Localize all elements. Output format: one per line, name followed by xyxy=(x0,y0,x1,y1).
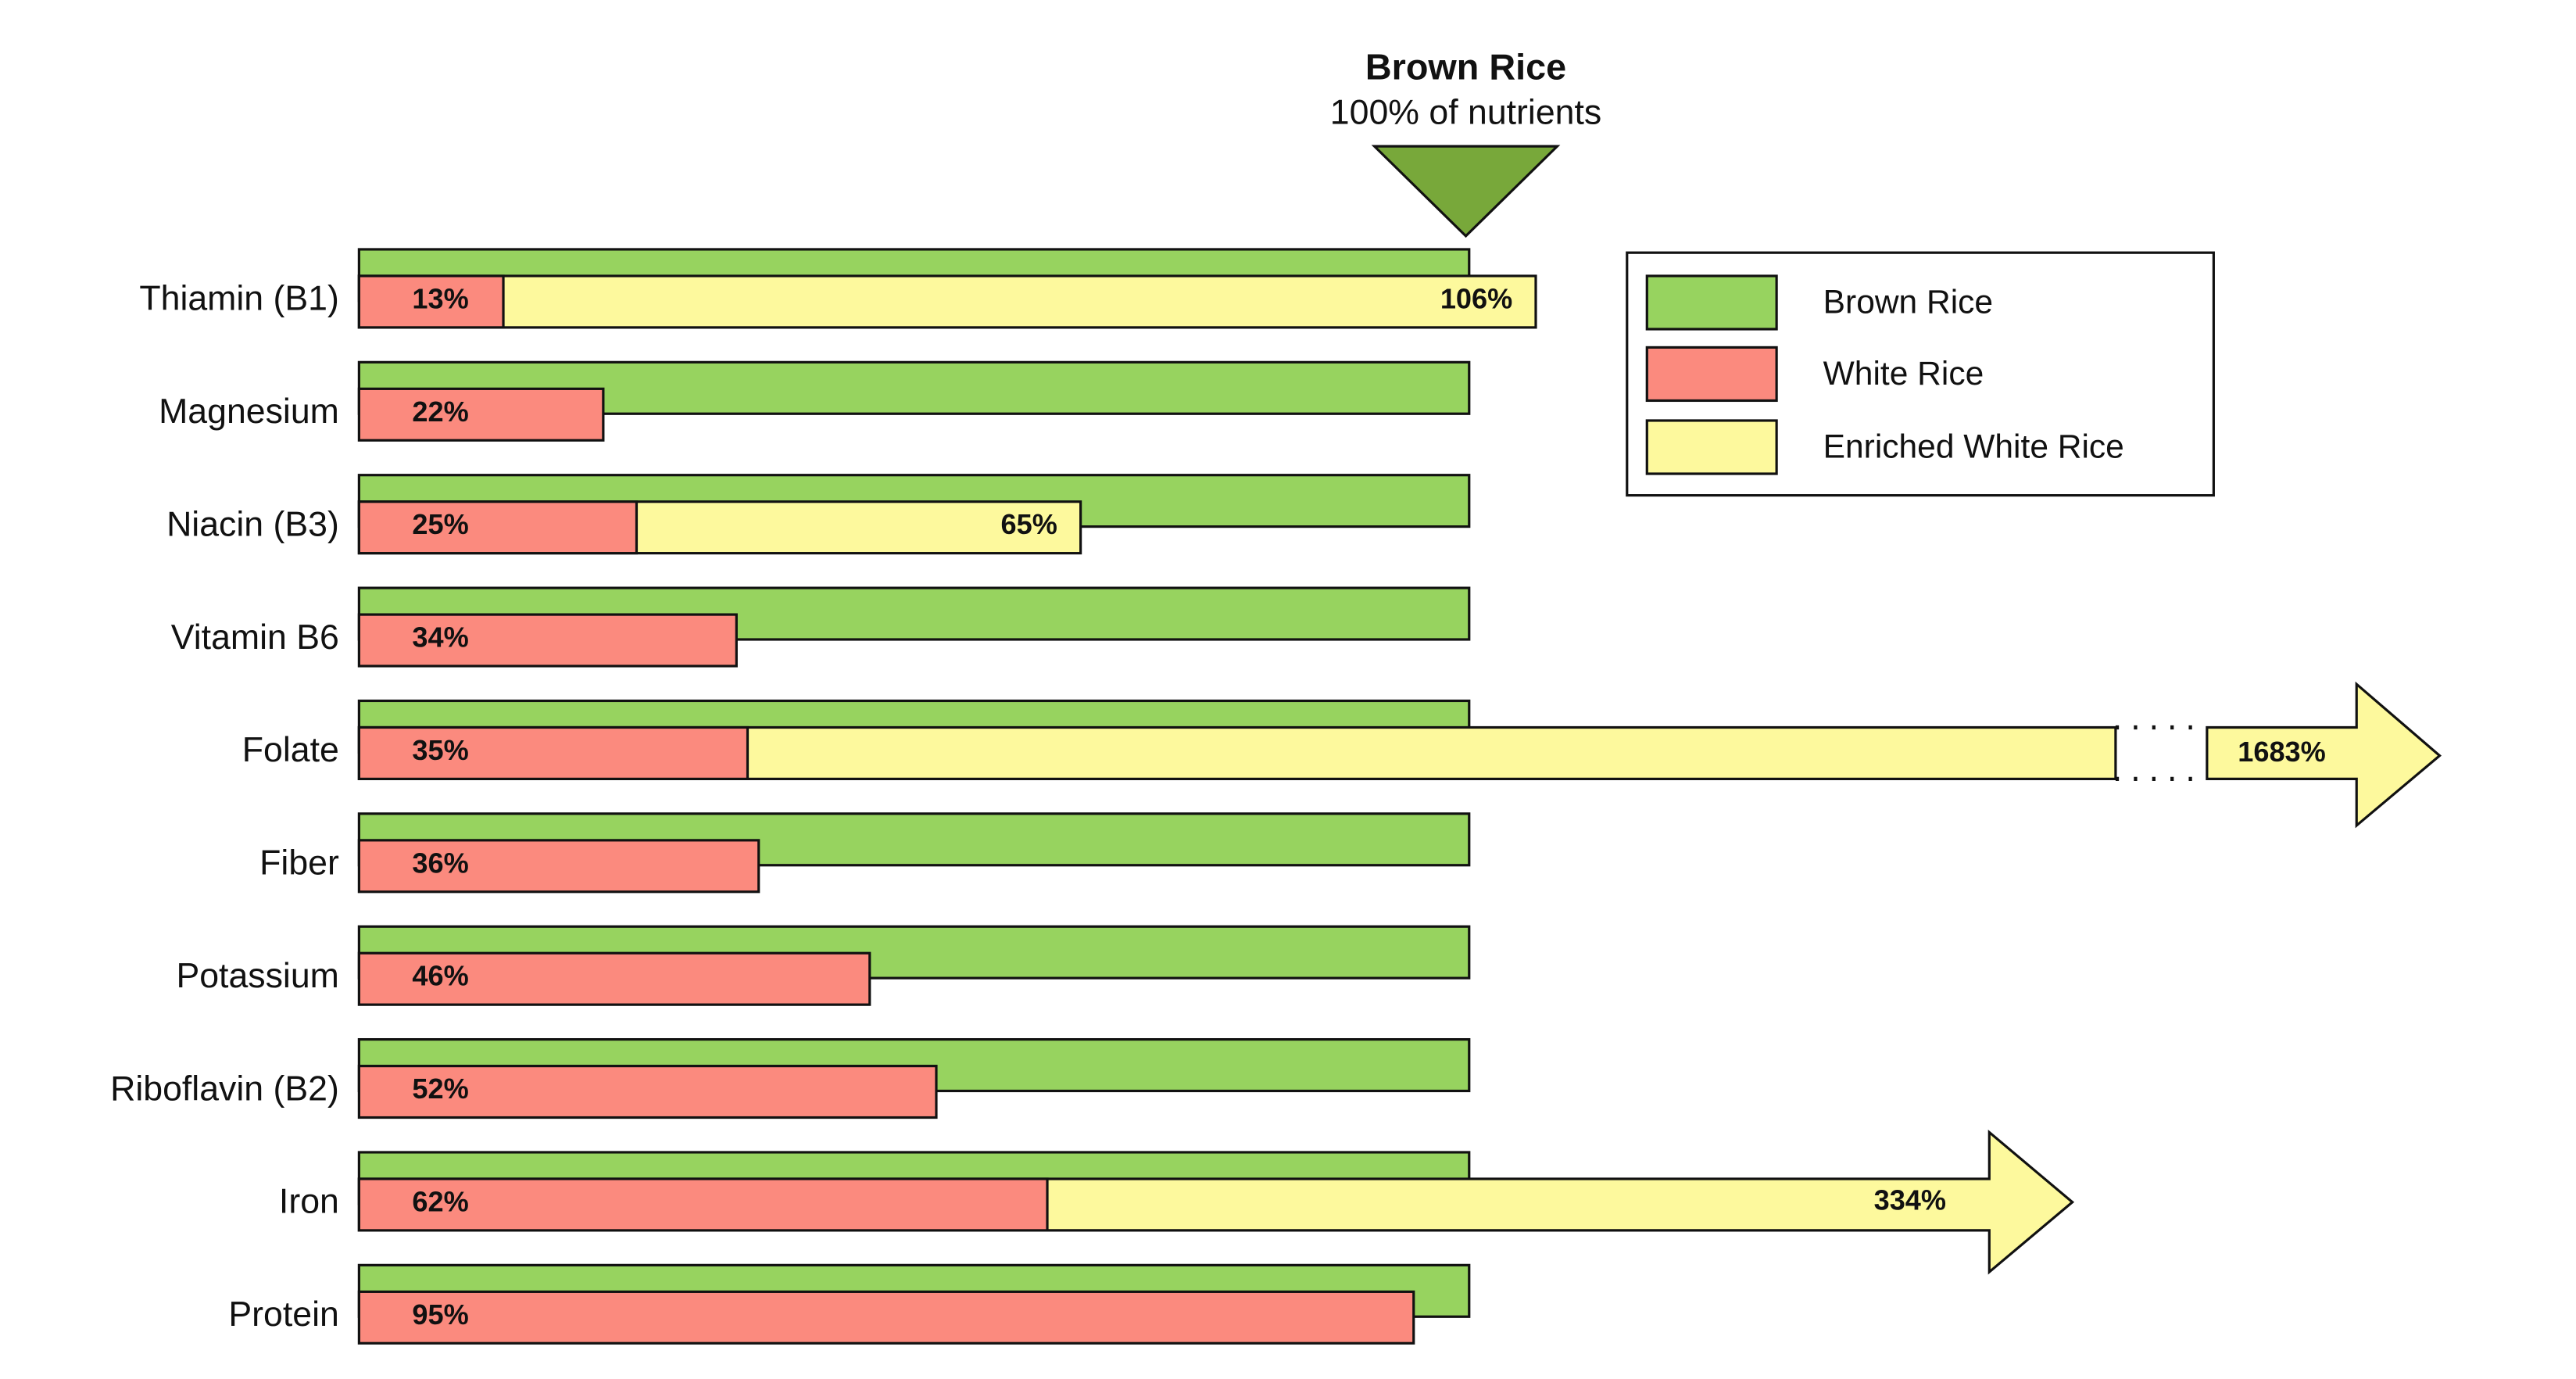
bar xyxy=(357,1177,1049,1232)
value-label: 36% xyxy=(412,847,468,879)
value-label: 1683% xyxy=(2238,736,2326,768)
value-label: 22% xyxy=(412,396,468,428)
category-label: Riboflavin (B2) xyxy=(110,1069,339,1108)
bar xyxy=(357,1290,1415,1345)
value-label: 13% xyxy=(412,282,468,314)
value-label: 52% xyxy=(412,1073,468,1105)
category-label: Fiber xyxy=(259,844,339,883)
bar xyxy=(357,274,505,329)
category-label: Magnesium xyxy=(159,392,339,431)
value-label: 62% xyxy=(412,1185,468,1217)
value-label: 35% xyxy=(412,734,468,766)
value-label: 34% xyxy=(412,621,468,654)
category-label: Folate xyxy=(242,731,339,769)
legend-swatch xyxy=(1645,274,1778,331)
value-label: 334% xyxy=(1874,1184,1946,1216)
bar xyxy=(357,725,750,780)
bar-arrow xyxy=(2206,681,2442,829)
category-label: Vitamin B6 xyxy=(171,618,339,657)
reference-marker xyxy=(1371,145,1561,238)
legend-swatch xyxy=(1645,346,1778,403)
value-label: 65% xyxy=(1001,508,1057,540)
legend-swatch xyxy=(1645,419,1778,475)
value-label: 106% xyxy=(1440,282,1512,314)
legend-label: Enriched White Rice xyxy=(1823,428,2124,465)
bar xyxy=(357,1065,938,1119)
bar xyxy=(357,951,871,1006)
legend-label: White Rice xyxy=(1823,356,1984,392)
value-label: 25% xyxy=(412,508,468,540)
category-label: Iron xyxy=(279,1183,339,1221)
bar xyxy=(357,839,760,894)
annotation: 100% of nutrients xyxy=(1330,94,1601,132)
value-label: 95% xyxy=(412,1298,468,1331)
category-label: Protein xyxy=(228,1295,338,1334)
value-label: 46% xyxy=(412,960,468,992)
bar xyxy=(357,613,738,668)
category-label: Niacin (B3) xyxy=(166,505,339,543)
bar xyxy=(357,387,605,442)
category-label: Thiamin (B1) xyxy=(139,280,339,318)
category-label: Potassium xyxy=(176,957,338,995)
legend-label: Brown Rice xyxy=(1823,284,1993,321)
bar xyxy=(357,500,639,555)
bar xyxy=(357,274,1537,329)
annotation-title: Brown Rice xyxy=(1365,47,1566,88)
